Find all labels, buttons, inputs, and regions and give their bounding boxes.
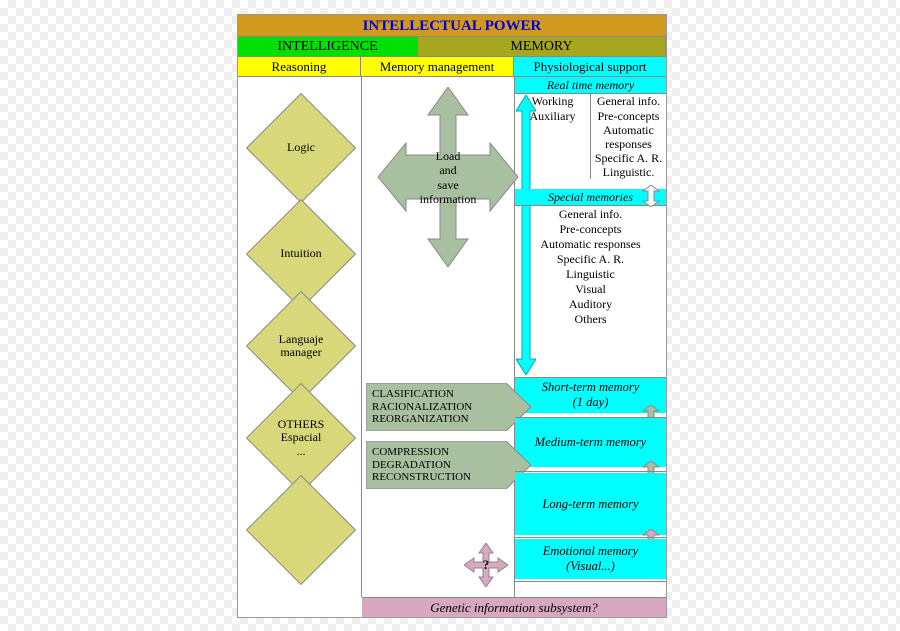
long-term-block: Long-term memory <box>515 473 666 535</box>
divider-1 <box>361 77 362 597</box>
hline-3 <box>515 471 666 472</box>
medium-term-block: Medium-term memory <box>515 417 666 467</box>
emotional-block: Emotional memory(Visual...) <box>515 539 666 579</box>
realtime-header: Real time memory <box>515 77 666 94</box>
row-sub: Reasoning Memory management Physiologica… <box>238 57 666 77</box>
diamond: Logic <box>246 93 356 203</box>
hline-2 <box>515 417 666 418</box>
row-major: INTELLIGENCE MEMORY <box>238 37 666 57</box>
cell-memmgmt: Memory management <box>361 57 514 77</box>
hline-5 <box>515 581 666 582</box>
rt-right-list: Pre-conceptsAutomaticresponsesSpecific A… <box>591 109 666 179</box>
cross-label: Loadandsaveinformation <box>378 149 518 207</box>
cell-memory: MEMORY <box>418 37 666 56</box>
realtime-pair-1: Working General info. <box>515 94 666 109</box>
hline-4 <box>515 537 666 538</box>
hline-1 <box>515 377 666 378</box>
four-way-arrow: Loadandsaveinformation <box>378 87 518 267</box>
pentagon-1-label: CLASIFICATIONRACIONALIZATIONREORGANIZATI… <box>372 383 472 431</box>
body-area: LogicIntuitionLanguajemanagerOTHERSEspac… <box>238 77 666 617</box>
title-bar: INTELLECTUAL POWER <box>238 15 666 37</box>
rt-general: General info. <box>591 94 666 109</box>
footer-genetic: Genetic information subsystem? <box>362 597 666 617</box>
pentagon-2-label: COMPRESSIONDEGRADATIONRECONSTRUCTION <box>372 441 471 489</box>
pink-q: ? <box>464 543 508 587</box>
special-list: General info.Pre-conceptsAutomatic respo… <box>515 207 666 327</box>
pentagon-classify: CLASIFICATIONRACIONALIZATIONREORGANIZATI… <box>366 383 531 431</box>
cell-intelligence: INTELLIGENCE <box>238 37 418 56</box>
realtime-pair-2: Auxiliary Pre-conceptsAutomaticresponses… <box>515 109 666 179</box>
cell-physio: Physiological support <box>514 57 666 77</box>
pink-cross: ? <box>464 543 508 587</box>
diamond <box>246 475 356 585</box>
pentagon-compress: COMPRESSIONDEGRADATIONRECONSTRUCTION <box>366 441 531 489</box>
connector-special <box>640 185 668 207</box>
diagram-frame: INTELLECTUAL POWER INTELLIGENCE MEMORY R… <box>237 14 667 618</box>
cell-reasoning: Reasoning <box>238 57 361 77</box>
